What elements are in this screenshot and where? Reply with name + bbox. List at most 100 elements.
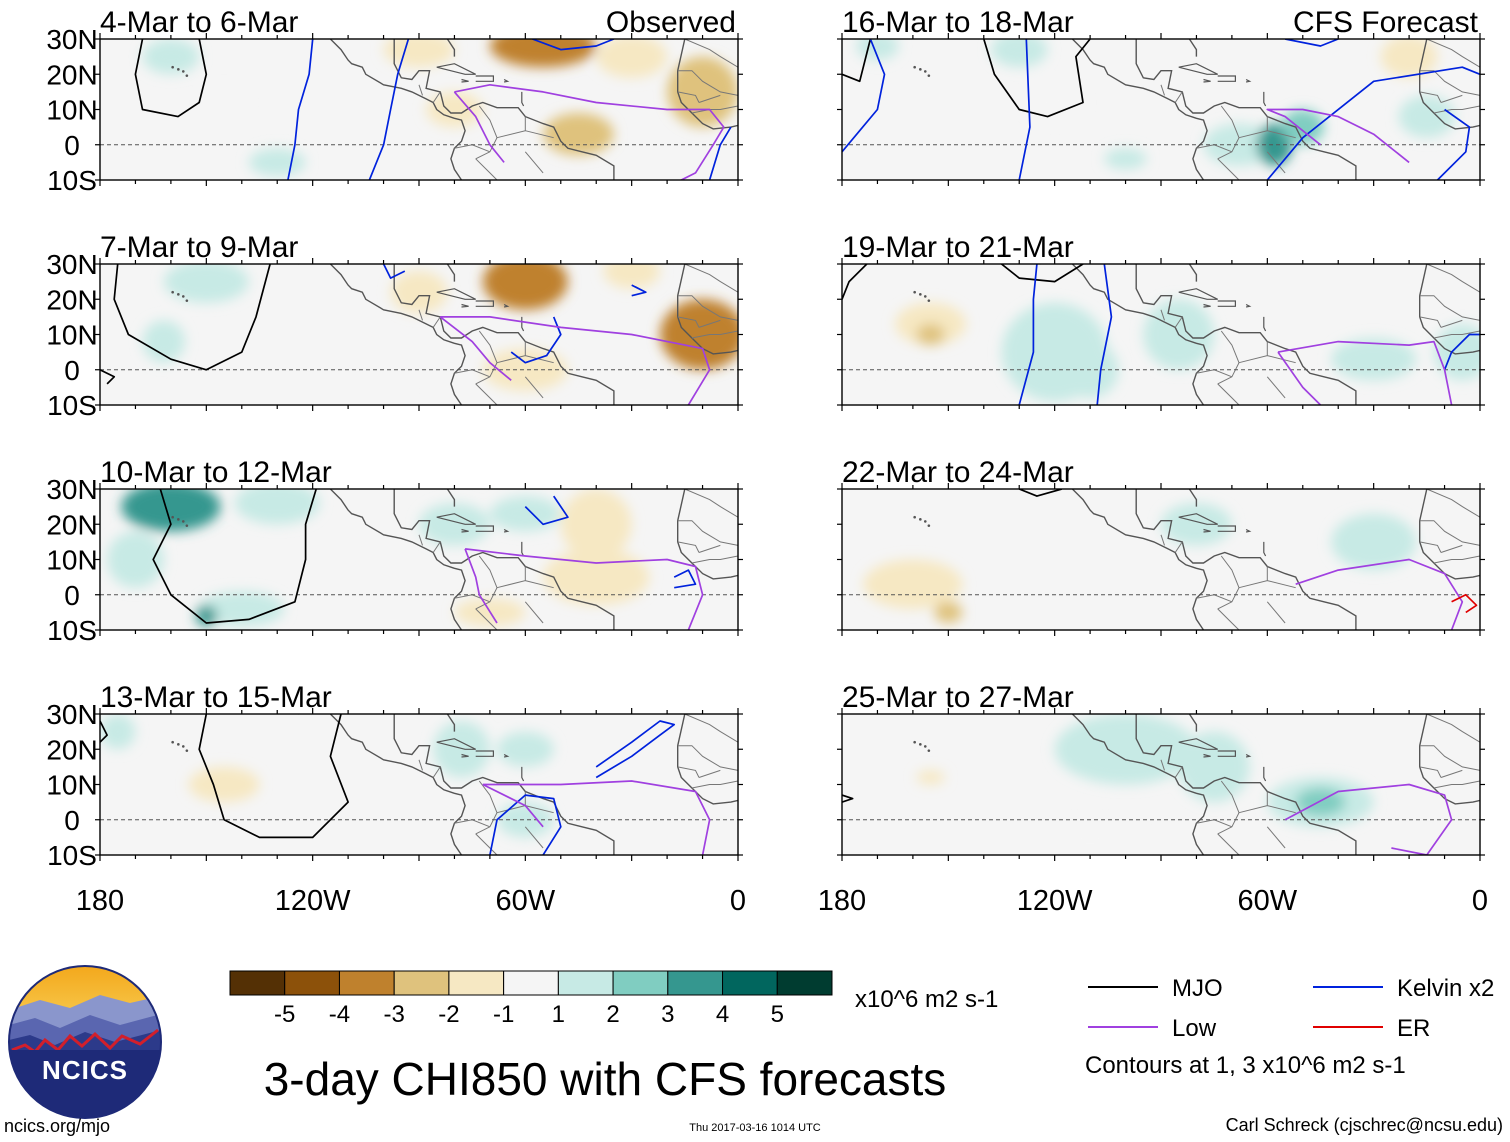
lat-tick-label: 0	[64, 130, 80, 161]
timestamp: Thu 2017-03-16 1014 UTC	[689, 1122, 821, 1134]
chi-anomaly	[560, 489, 632, 560]
border	[1433, 780, 1480, 789]
border	[432, 91, 441, 103]
site-link[interactable]: ncics.org/mjo	[4, 1116, 110, 1136]
island	[1203, 753, 1211, 758]
coastline	[1135, 489, 1357, 630]
border	[418, 309, 423, 321]
kelvin-contour	[595, 720, 676, 779]
lon-tick-label: 180	[76, 885, 124, 917]
border	[684, 714, 738, 743]
border	[677, 745, 738, 771]
chi-anomaly	[107, 531, 164, 588]
border	[1160, 309, 1165, 321]
island	[521, 766, 525, 782]
island	[475, 750, 494, 757]
chi-anomaly	[543, 548, 650, 606]
border	[1426, 39, 1480, 68]
chi-anomaly	[482, 264, 568, 310]
border	[1160, 759, 1165, 771]
low-contour	[1295, 558, 1464, 630]
chi-anomaly	[1104, 148, 1147, 170]
colorbar-swatch	[284, 970, 340, 996]
lat-tick-label: 20N	[46, 59, 97, 90]
logo-text: NCICS	[42, 1055, 128, 1085]
colorbar-swatch	[338, 970, 395, 996]
chi-anomaly	[195, 605, 217, 627]
border	[525, 130, 554, 139]
border	[1426, 714, 1480, 743]
border	[525, 805, 554, 814]
border	[1174, 766, 1183, 778]
border	[691, 555, 738, 564]
border	[1433, 555, 1480, 564]
chi-anomaly	[916, 770, 945, 785]
chi-anomaly	[1203, 123, 1275, 166]
island	[1263, 541, 1267, 557]
lat-tick-label: 10S	[47, 165, 97, 196]
panel-period-title: 4-Mar to 6-Mar	[100, 6, 298, 39]
island	[1245, 78, 1252, 83]
border	[1266, 601, 1286, 624]
hawaii-island	[913, 290, 916, 294]
border	[1426, 264, 1480, 293]
colorbar-swatch	[667, 970, 724, 996]
colorbar-tick-label: -4	[329, 1001, 350, 1028]
panel-period-title: 22-Mar to 24-Mar	[842, 456, 1074, 489]
colorbar-swatch	[393, 970, 450, 996]
chi-anomaly	[496, 802, 554, 838]
mjo-contour	[842, 794, 854, 803]
island	[1217, 750, 1236, 757]
island	[1217, 75, 1236, 82]
border	[1217, 158, 1240, 180]
low-contour	[440, 316, 711, 405]
border	[1266, 151, 1286, 174]
hawaii-island	[919, 68, 922, 71]
chi-anomaly	[248, 148, 306, 177]
border	[1419, 520, 1480, 546]
chi-anomaly	[202, 88, 246, 117]
coastline	[298, 489, 466, 630]
colorbar-tick-label: -1	[493, 1001, 514, 1028]
colorbar-tick-label: 1	[552, 1001, 565, 1028]
legend-label: MJO	[1172, 975, 1223, 1002]
island	[1217, 300, 1236, 307]
island	[1263, 91, 1267, 107]
chi-anomaly	[419, 503, 490, 546]
island	[461, 78, 469, 83]
hawaii-island	[923, 70, 927, 73]
border	[524, 601, 544, 624]
low-contour	[464, 548, 498, 624]
border	[1217, 833, 1240, 855]
hawaii-island	[927, 524, 931, 527]
border	[1267, 355, 1296, 364]
kelvin-contour	[673, 569, 697, 589]
colorbar-tick-label: 2	[606, 1001, 619, 1028]
lon-tick-label: 120W	[275, 885, 351, 917]
low-contour	[439, 316, 512, 381]
coastline	[1040, 264, 1208, 405]
chi-anomaly	[1026, 84, 1084, 121]
chi-anomaly	[842, 394, 913, 405]
mjo-contour	[1018, 489, 1063, 497]
chi-anomaly	[163, 264, 249, 303]
border	[1419, 316, 1442, 328]
border	[1267, 580, 1296, 589]
coastline	[1040, 714, 1208, 855]
colorbar-tick-label: -5	[274, 1001, 295, 1028]
low-contour	[465, 548, 704, 630]
border	[691, 330, 738, 339]
chi-anomaly	[1178, 731, 1250, 803]
colorbar-swatch	[503, 970, 559, 996]
hawaii-island	[171, 740, 174, 744]
low-contour	[482, 780, 711, 855]
island	[1178, 63, 1218, 75]
colorbar-swatch	[612, 970, 669, 996]
border	[1160, 84, 1165, 96]
colorbar-units: x10^6 m2 s-1	[855, 986, 998, 1013]
lon-tick-label: 120W	[1017, 885, 1093, 917]
lat-tick-label: 10N	[46, 95, 97, 126]
border	[677, 316, 700, 328]
